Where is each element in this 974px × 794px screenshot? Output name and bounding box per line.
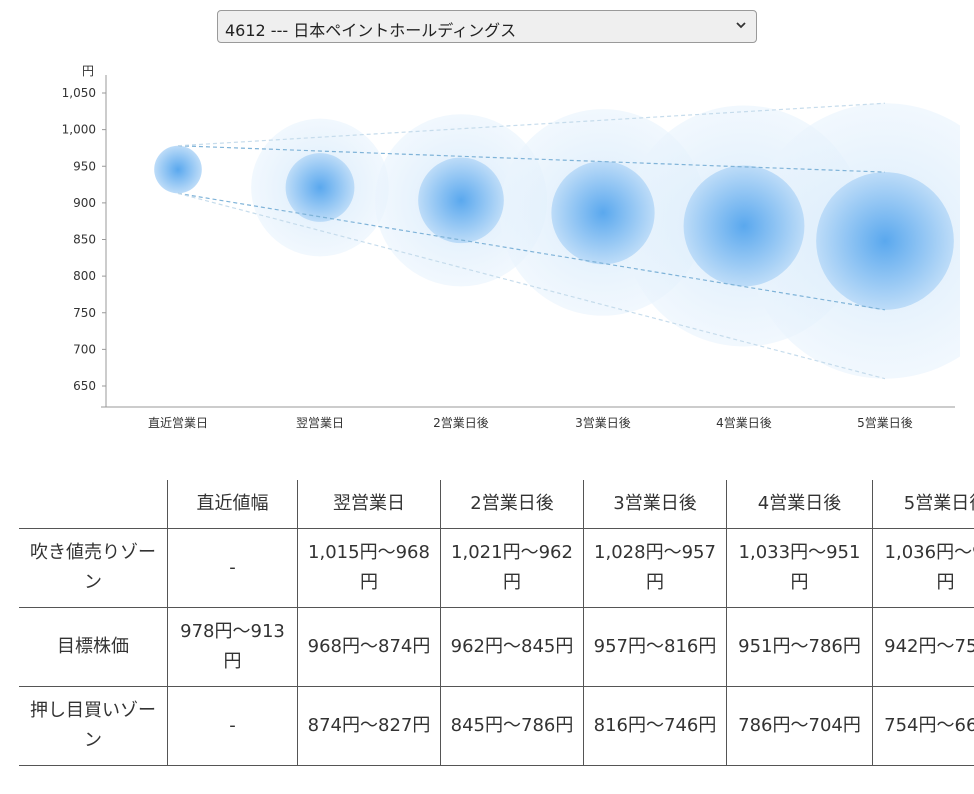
y-tick-label: 1,000 <box>62 123 96 137</box>
outer-upper-line <box>177 102 886 147</box>
table-cell: 1,028円～957円 <box>583 528 727 608</box>
table-cell: 754円～660円 <box>872 686 974 766</box>
target-range-bubble <box>418 157 504 244</box>
y-tick-label: 850 <box>73 233 96 247</box>
y-tick-label: 700 <box>73 342 96 356</box>
table-column-header: 直近値幅 <box>167 480 298 529</box>
x-tick-label: 2営業日後 <box>433 416 489 430</box>
target-upper-line <box>177 145 886 173</box>
table-row: 吹き値売りゾーン -1,015円～968円 1,021円～962円 1,028円～95… <box>19 528 974 608</box>
table-column-header: 5営業日後 <box>872 480 974 529</box>
y-tick-label: 950 <box>73 159 96 173</box>
table-row-label: 目標株価 <box>19 607 168 687</box>
table-cell: - <box>167 528 298 608</box>
table-cell: 951円～786円 <box>726 607 873 687</box>
stock-selector-value: 4612 --- 日本ペイントホールディングス <box>225 21 517 40</box>
table-row-label: 押し目買いゾーン <box>19 686 168 766</box>
table-cell: 962円～845円 <box>440 607 584 687</box>
y-unit-label: 円 <box>82 64 94 78</box>
price-zone-table: 直近値幅翌営業日2営業日後3営業日後4営業日後5営業日後 吹き値売りゾーン-1,… <box>19 480 974 766</box>
x-tick-label: 4営業日後 <box>716 416 772 430</box>
table-cell: - <box>167 686 298 766</box>
table-cell: 968円～874円 <box>297 607 441 687</box>
chevron-down-icon <box>736 22 746 29</box>
y-tick-label: 900 <box>73 196 96 210</box>
target-range-bubble <box>816 172 954 310</box>
table-cell: 942円～754円 <box>872 607 974 687</box>
plot-area <box>154 102 960 380</box>
table-header-row: 直近値幅翌営業日2営業日後3営業日後4営業日後5営業日後 <box>19 480 974 529</box>
table-cell: 816円～746円 <box>583 686 727 766</box>
table-column-header: 3営業日後 <box>583 480 727 529</box>
table-cell: 957円～816円 <box>583 607 727 687</box>
y-tick-label: 650 <box>73 379 96 393</box>
table-column-header: 2営業日後 <box>440 480 584 529</box>
table-cell: 978円～913円 <box>167 607 298 687</box>
outer-lower-line <box>177 192 886 380</box>
stock-selector[interactable]: 4612 --- 日本ペイントホールディングス <box>217 10 757 43</box>
x-tick-label: 直近営業日 <box>148 416 208 430</box>
table-column-header: 4営業日後 <box>726 480 873 529</box>
table-cell: 874円～827円 <box>297 686 441 766</box>
table-cell: 845円～786円 <box>440 686 584 766</box>
x-tick-label: 翌営業日 <box>296 416 344 430</box>
target-range-bubble <box>285 153 355 222</box>
table-row-label: 吹き値売りゾーン <box>19 528 168 608</box>
table-column-header: 翌営業日 <box>297 480 441 529</box>
table-cell: 1,036円～942円 <box>872 528 974 608</box>
table-cell: 1,033円～951円 <box>726 528 873 608</box>
table-cell: 1,021円～962円 <box>440 528 584 608</box>
y-tick-label: 750 <box>73 306 96 320</box>
table-row: 押し目買いゾーン -874円～827円 845円～786円 816円～746円 786円… <box>19 686 974 766</box>
table-corner-cell <box>19 480 168 529</box>
x-tick-label: 5営業日後 <box>857 416 913 430</box>
table-row: 目標株価 978円～913円 968円～874円 962円～845円 957円～816円… <box>19 607 974 687</box>
target-lower-line <box>177 192 886 311</box>
x-tick-label: 3営業日後 <box>575 416 631 430</box>
table-cell: 786円～704円 <box>726 686 873 766</box>
table-cell: 1,015円～968円 <box>297 528 441 608</box>
y-tick-label: 1,050 <box>62 86 96 100</box>
target-range-bubble <box>551 161 655 265</box>
target-range-bubble <box>683 165 805 287</box>
target-range-bubble <box>154 145 202 194</box>
y-tick-label: 800 <box>73 269 96 283</box>
